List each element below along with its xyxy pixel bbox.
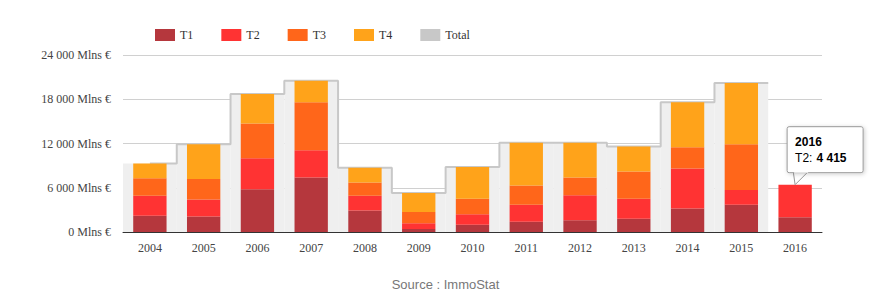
svg-text:2012: 2012: [568, 241, 592, 255]
svg-text:2014: 2014: [676, 241, 700, 255]
svg-text:12 000 Mlns €: 12 000 Mlns €: [41, 137, 111, 151]
svg-text:0 Mlns €: 0 Mlns €: [68, 225, 111, 239]
svg-text:2010: 2010: [461, 241, 485, 255]
svg-text:2013: 2013: [622, 241, 646, 255]
svg-text:18 000 Mlns €: 18 000 Mlns €: [41, 92, 111, 106]
svg-text:2007: 2007: [299, 241, 323, 255]
svg-text:Total: Total: [445, 28, 470, 42]
svg-text:Source : ImmoStat: Source : ImmoStat: [392, 277, 500, 292]
svg-text:2015: 2015: [729, 241, 753, 255]
svg-text:2009: 2009: [407, 241, 431, 255]
svg-text:2008: 2008: [353, 241, 377, 255]
svg-text:2016: 2016: [783, 241, 807, 255]
svg-text:24 000 Mlns €: 24 000 Mlns €: [41, 48, 111, 62]
svg-text:2005: 2005: [192, 241, 216, 255]
svg-text:4 415: 4 415: [816, 151, 846, 165]
svg-text:T4: T4: [379, 28, 392, 42]
svg-text:2006: 2006: [245, 241, 269, 255]
svg-text:T3: T3: [313, 28, 326, 42]
svg-text:2011: 2011: [514, 241, 538, 255]
svg-text:T2: T2: [246, 28, 259, 42]
svg-text:T2:: T2:: [795, 151, 812, 165]
svg-text:2004: 2004: [138, 241, 162, 255]
svg-text:T1: T1: [180, 28, 193, 42]
svg-text:6 000 Mlns €: 6 000 Mlns €: [47, 181, 111, 195]
svg-text:2016: 2016: [795, 135, 822, 149]
